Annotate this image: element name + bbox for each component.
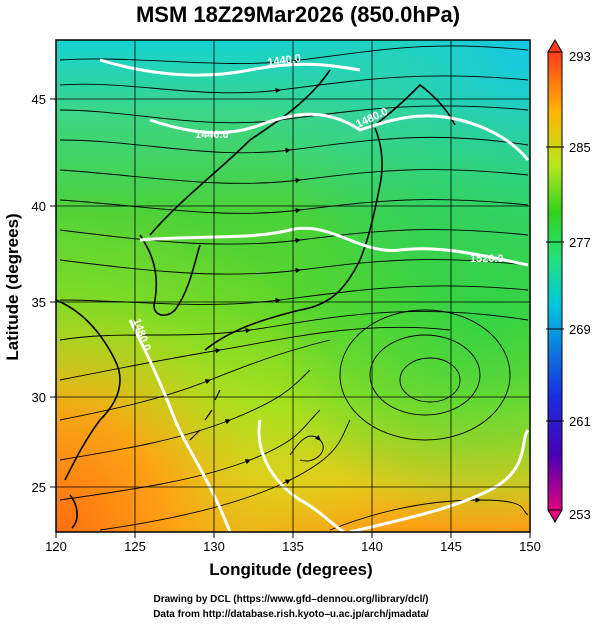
- y-tick-label: 30: [32, 390, 46, 405]
- streamline: [59, 311, 529, 341]
- colorbar-body: [547, 51, 563, 511]
- y-tick-label: 35: [32, 295, 46, 310]
- contour-label: 1440.0: [267, 52, 302, 69]
- grid: [56, 40, 530, 532]
- coastline-china: [56, 299, 121, 481]
- contour-line: [349, 429, 530, 532]
- streamline: [339, 309, 511, 441]
- x-tick-label: 135: [282, 539, 304, 554]
- colorbar-label: 285: [569, 140, 591, 155]
- x-tick-label: 145: [440, 539, 462, 554]
- contour-label: 1440.0: [195, 129, 229, 141]
- streamline: [369, 334, 481, 416]
- x-tick-label: 150: [519, 539, 541, 554]
- streamline: [289, 434, 324, 462]
- streamline: [59, 369, 311, 461]
- coastline-korea: [139, 234, 201, 316]
- streamlines: [59, 45, 529, 531]
- height-contours: [99, 58, 530, 532]
- streamline: [59, 136, 529, 154]
- coastline-asia-north: [149, 69, 331, 236]
- contour-label: 1520.0: [470, 253, 504, 265]
- colorbar-label: 269: [569, 322, 591, 337]
- colorbar-label: 277: [569, 235, 591, 250]
- x-tick-label: 125: [124, 539, 146, 554]
- credit-drawing: Drawing by DCL (https://www.gfd–dennou.o…: [153, 594, 428, 605]
- colorbar-label: 261: [569, 414, 591, 429]
- contour-line: [128, 319, 232, 532]
- streamline: [59, 75, 529, 94]
- coastline-japan: [204, 127, 383, 351]
- y-axis-title: Latitude (degrees): [3, 213, 22, 360]
- streamline: [59, 339, 331, 421]
- coastline-taiwan: [69, 494, 78, 529]
- colorbar-top-triangle: [547, 39, 563, 53]
- y-tick-label: 25: [32, 480, 46, 495]
- x-axis-title: Longitude (degrees): [209, 560, 372, 579]
- colorbar-bottom-triangle: [547, 509, 563, 523]
- contour-line: [149, 112, 530, 161]
- x-tick-label: 120: [45, 539, 67, 554]
- streamline: [59, 326, 451, 381]
- contour-line: [99, 58, 361, 77]
- y-tick-label: 40: [32, 199, 46, 214]
- streamline: [59, 409, 321, 501]
- colorbar-label: 253: [569, 507, 591, 522]
- credit-data-source: Data from http://database.rish.kyoto–u.a…: [153, 609, 429, 620]
- island-chain: [189, 389, 221, 441]
- y-tick-label: 45: [32, 92, 46, 107]
- x-tick-label: 140: [361, 539, 383, 554]
- colorbar-label: 293: [569, 49, 591, 64]
- axis-ticks: [50, 98, 531, 538]
- streamline: [399, 357, 461, 403]
- map-title: MSM 18Z29Mar2026 (850.0hPa): [136, 2, 460, 27]
- contour-line: [257, 419, 346, 532]
- contour-line: [139, 226, 529, 267]
- colorbar: [546, 39, 564, 523]
- x-tick-label: 130: [203, 539, 225, 554]
- coastline-hokkaido: [374, 83, 456, 126]
- coastlines: [56, 69, 456, 529]
- plot-area: 1440.0 1440.0 1480.0 1480.0 1520.0: [56, 40, 530, 532]
